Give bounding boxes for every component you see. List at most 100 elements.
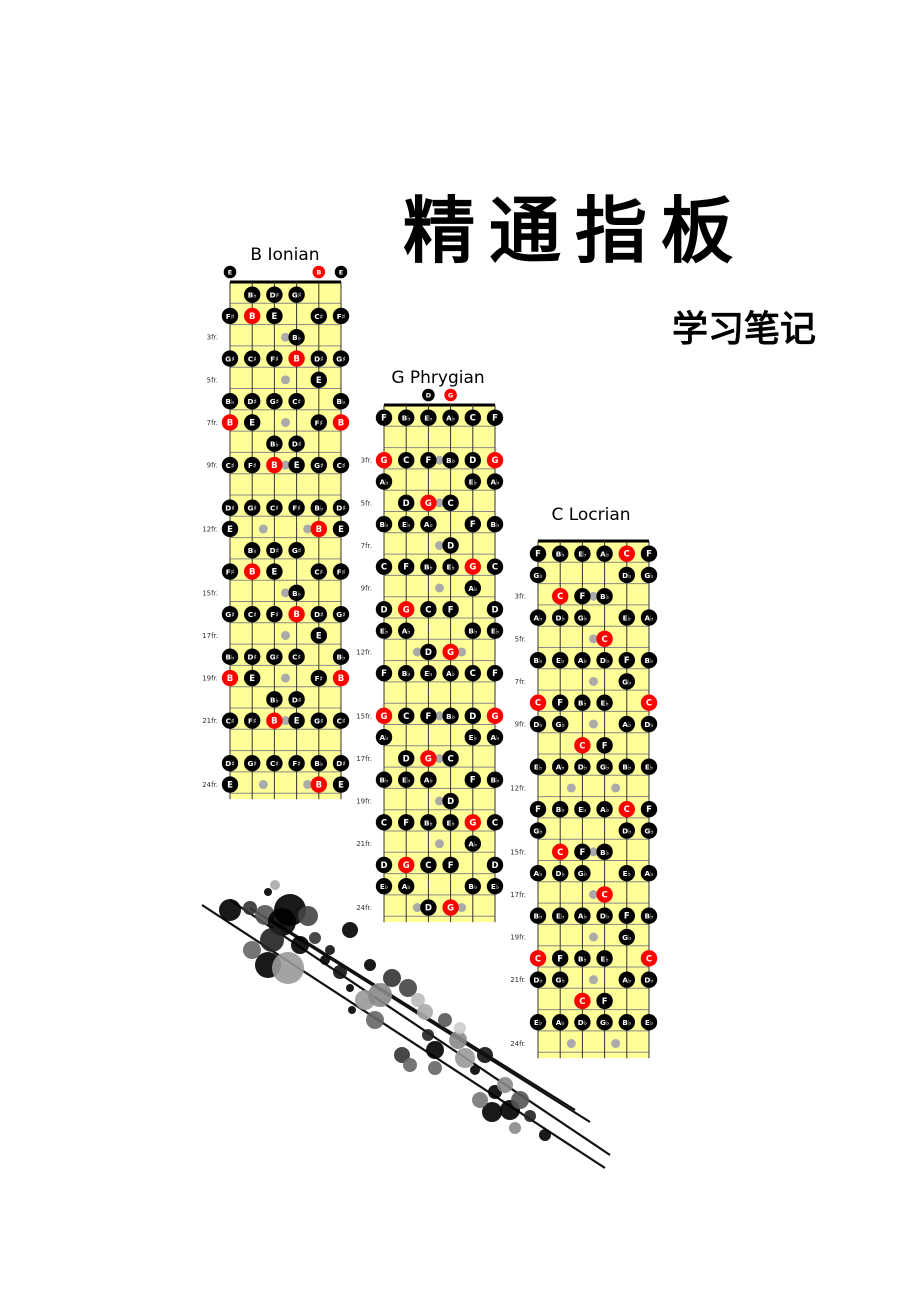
svg-text:D♭: D♭ [533,720,542,729]
note-marker: C [486,558,504,575]
root-note-marker: B [310,776,327,793]
note-dot [470,1065,480,1075]
svg-text:D: D [469,712,476,722]
svg-text:D♯: D♯ [314,610,323,619]
svg-text:C: C [579,741,585,751]
note-marker: G♭ [552,971,569,988]
note-dot [243,901,257,915]
svg-text:C♯: C♯ [337,461,346,470]
note-marker: C [375,814,393,831]
svg-text:D♭: D♭ [622,827,631,836]
svg-text:A♭: A♭ [556,1018,565,1027]
svg-text:A♭: A♭ [380,478,389,487]
svg-text:G♯: G♯ [314,717,323,726]
note-dot [364,959,376,971]
note-marker: E [288,456,305,474]
root-note-marker: B [221,669,239,687]
note-marker: D [398,750,415,767]
fret-marker [303,524,313,534]
fret-label: 9fr. [515,721,526,729]
root-note-marker: G [442,643,459,661]
svg-text:B♭: B♭ [491,520,500,529]
note-marker: G♭ [596,1014,613,1031]
svg-text:G: G [425,754,432,764]
note-marker: D♯ [310,350,327,367]
svg-text:E: E [227,781,233,791]
note-marker: B♭ [244,286,261,303]
svg-text:C: C [601,635,607,645]
fret-label: 7fr. [361,542,372,550]
svg-text:D♭: D♭ [644,976,653,985]
root-note-marker: C [529,694,547,711]
staff-line [229,899,611,1156]
fretboard-svg: 3fr. 5fr. 7fr. 9fr. 12fr. 15fr. 17fr. 19fr. 21fr… [356,388,504,923]
svg-text:A♭: A♭ [534,614,543,623]
svg-text:D: D [469,456,476,466]
svg-text:G: G [469,818,476,828]
note-marker: E♭ [442,814,459,831]
note-marker: G♭ [574,864,591,882]
svg-text:F♯: F♯ [337,312,345,321]
svg-text:A♭: A♭ [600,805,609,814]
note-marker: C♯ [332,456,350,474]
svg-text:D♯: D♯ [292,695,301,704]
fret-label: 9fr. [207,462,218,470]
note-marker: F [486,665,504,682]
svg-text:B: B [249,568,255,578]
svg-text:A♭: A♭ [578,656,587,665]
root-note-marker: C [574,737,591,754]
fret-marker [588,847,598,857]
fret-marker [434,796,444,806]
svg-text:A♭: A♭ [468,584,477,593]
fret-label: 21fr. [356,840,372,848]
svg-text:E: E [338,525,344,535]
note-marker: C [398,452,415,469]
fret-label: 24fr. [510,1040,526,1048]
note-marker: B♭ [596,588,613,605]
svg-text:B♭: B♭ [534,912,543,921]
open-note: E [223,265,237,279]
svg-text:E♭: E♭ [469,733,477,742]
svg-text:B♭: B♭ [402,669,411,678]
note-marker: E♭ [618,609,635,626]
note-dot [366,1011,384,1029]
note-marker: E♭ [574,801,591,818]
note-marker: C♯ [221,712,239,729]
svg-text:B: B [338,418,344,428]
note-marker: E [288,712,305,729]
svg-text:F: F [535,805,541,815]
fret-marker [434,711,444,721]
note-marker: B♭ [574,694,591,711]
document-subtitle: 学习笔记 [672,308,817,350]
root-note-marker: C [596,630,613,648]
svg-text:C: C [425,861,431,871]
note-marker: B♭ [618,1014,635,1031]
svg-text:E: E [228,268,232,276]
svg-text:G♭: G♭ [622,933,631,942]
root-note-marker: G [442,899,459,916]
note-marker: A♭ [529,864,547,882]
note-marker: F♯ [310,669,327,687]
note-marker: E [310,627,327,644]
svg-text:E♭: E♭ [424,414,432,423]
svg-text:E♭: E♭ [600,954,608,963]
deco-svg [201,880,611,1169]
svg-text:D: D [380,605,387,615]
note-dot [342,922,358,938]
note-marker: A♭ [420,515,437,533]
note-marker: F [618,651,635,669]
fret-marker [434,540,444,550]
svg-text:B♭: B♭ [600,592,609,601]
note-dot [260,928,284,952]
note-dot [454,1022,466,1034]
svg-text:C: C [557,592,563,602]
open-note: E [334,265,348,279]
note-marker: F♯ [288,755,305,772]
svg-text:F♯: F♯ [315,674,323,683]
note-marker: F [529,545,547,562]
svg-text:G: G [425,499,432,509]
svg-text:D♭: D♭ [644,720,653,729]
svg-text:E♭: E♭ [534,763,542,772]
note-marker: D [442,792,459,810]
fret-marker [566,783,576,793]
